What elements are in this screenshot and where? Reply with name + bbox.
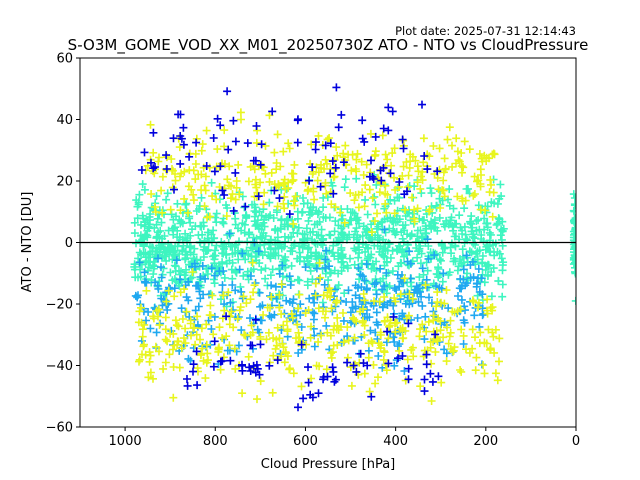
plot-area	[79, 57, 577, 428]
y-tick-label: 0	[65, 236, 73, 251]
scatter-series	[134, 258, 504, 405]
scatter-points	[130, 83, 576, 412]
y-tick-label: −40	[46, 359, 73, 374]
scatter-series	[183, 312, 443, 412]
plot-date: Plot date: 2025-07-31 12:14:43	[395, 24, 576, 38]
x-tick-label: 800	[203, 434, 228, 449]
y-tick-label: −20	[46, 298, 73, 313]
scatter-series	[130, 170, 508, 312]
y-axis-ticks: −60 −40 −20 0 20 40 60	[46, 52, 80, 436]
y-axis-label: ATO - NTO [DU]	[20, 192, 35, 293]
x-tick-label: 1000	[109, 434, 142, 449]
y-tick-label: 60	[56, 52, 73, 67]
x-tick-label: 0	[572, 434, 580, 449]
y-tick-label: 20	[56, 175, 73, 190]
y-tick-label: 40	[56, 113, 73, 128]
chart-title: S-O3M_GOME_VOD_XX_M01_20250730Z ATO - NT…	[68, 36, 589, 55]
x-tick-label: 200	[473, 434, 498, 449]
x-tick-label: 600	[293, 434, 318, 449]
scatter-series	[137, 83, 442, 219]
x-tick-label: 400	[383, 434, 408, 449]
x-axis-ticks: 1000 800 600 400 200 0	[109, 427, 580, 449]
y-tick-label: −60	[46, 421, 73, 436]
x-axis-label: Cloud Pressure [hPa]	[261, 457, 396, 472]
